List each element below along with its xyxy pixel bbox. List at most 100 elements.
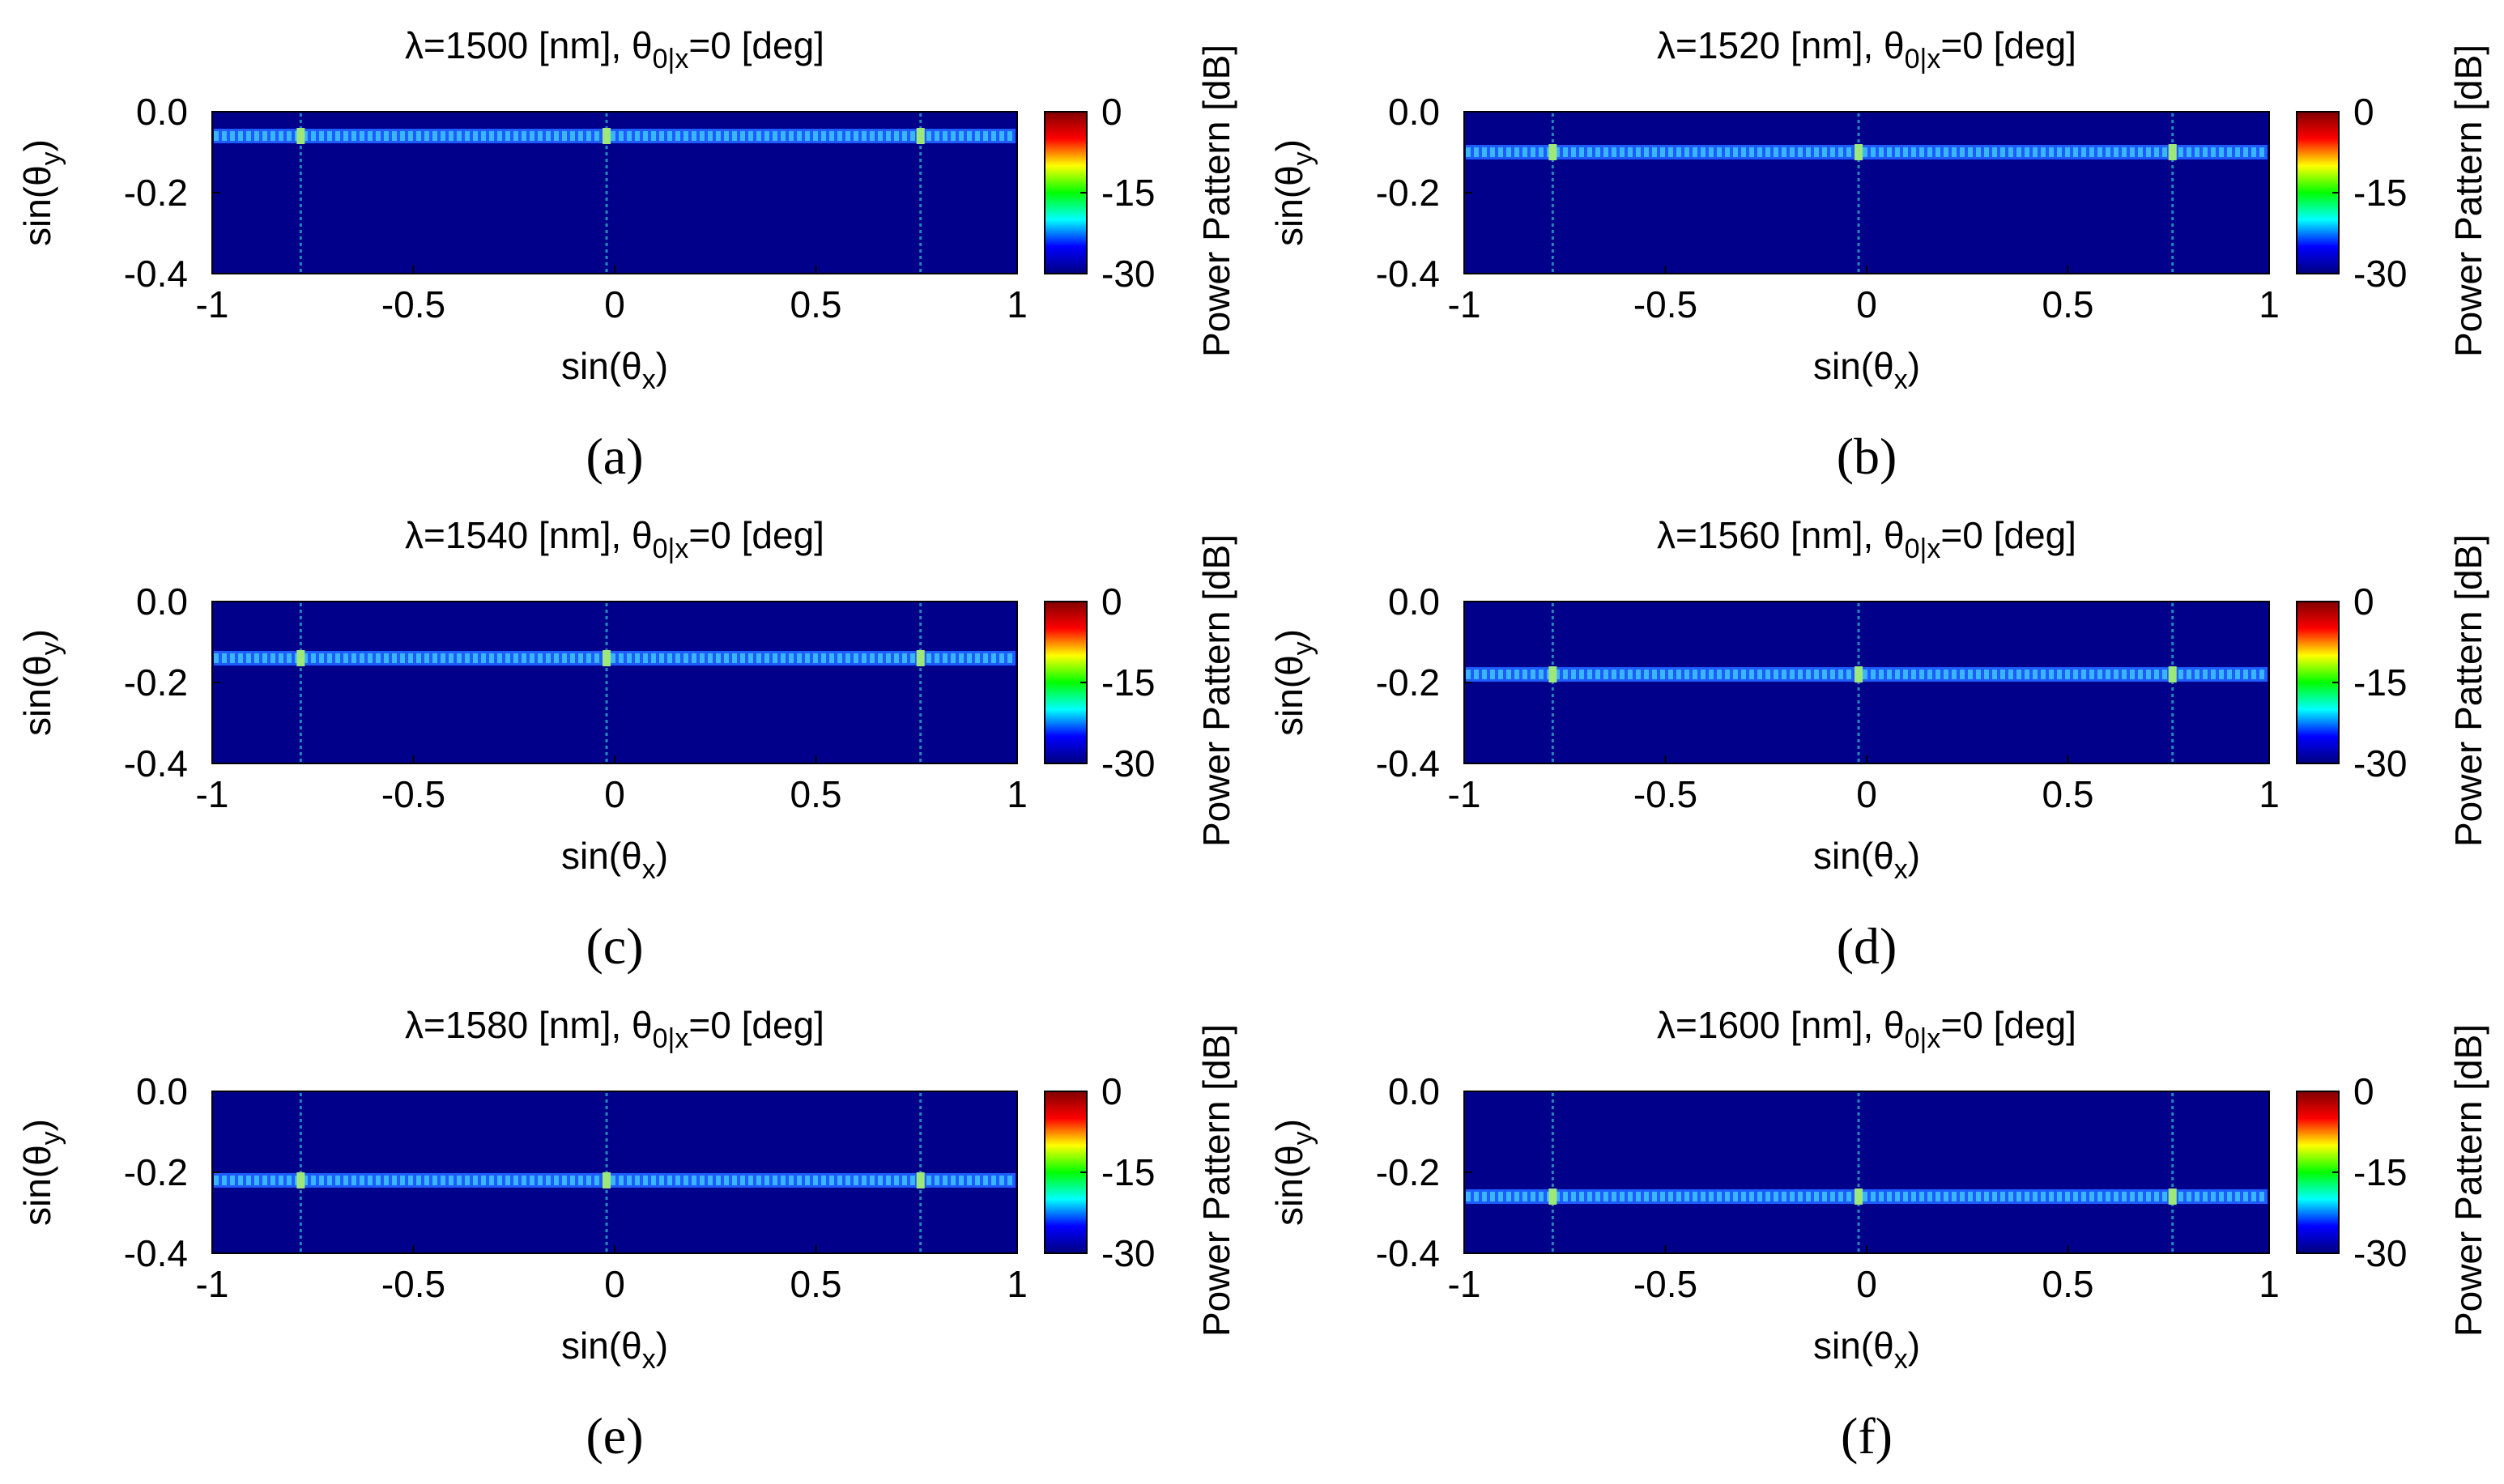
y-tick-label: -0.2: [124, 1151, 188, 1193]
grating-lobe-peak: [2168, 666, 2177, 682]
y-axis-label-close: ): [16, 139, 58, 151]
x-axis-label-subscript: x: [1894, 364, 1908, 395]
x-axis-label-close: ): [1908, 835, 1920, 877]
y-tick-label: 0.0: [136, 1070, 188, 1112]
x-axis-label-close: ): [1908, 1325, 1920, 1367]
x-tick-label: 1: [1007, 1263, 1028, 1305]
x-axis-label: sin(θx): [561, 1325, 668, 1375]
panel-b: λ=1520 [nm], θ0|x=0 [deg] -1 -0.5 0 0.5 1 0.0 -…: [1252, 0, 2504, 486]
panel-a: λ=1500 [nm], θ0|x=0 [deg] -1 -0.5 0 0.5 1 0.0 -…: [0, 0, 1252, 486]
x-tick-label: -0.5: [1633, 283, 1697, 325]
x-tick-label: 1: [2259, 773, 2280, 815]
y-tick-label: -0.2: [1376, 661, 1440, 704]
x-tick-label: 1: [2259, 1263, 2280, 1305]
y-axis-label: sin(θy): [1268, 1119, 1318, 1226]
colorbar: [1044, 1091, 1088, 1254]
x-axis-label-main: sin(θ: [561, 345, 642, 387]
x-axis-label-close: ): [1908, 345, 1920, 387]
x-tick-label: -1: [196, 773, 229, 815]
y-axis-label-close: ): [16, 629, 58, 641]
y-axis-label-close: ): [16, 1119, 58, 1131]
chart-title-main: λ=1500 [nm], θ: [405, 24, 653, 66]
subfigure-label: (d): [1837, 917, 1897, 975]
grating-lobe-peak: [603, 650, 611, 666]
grating-lobe-peak: [1855, 144, 1863, 160]
chart-title-suffix: =0 [deg]: [1940, 514, 2076, 556]
chart-a: λ=1500 [nm], θ0|x=0 [deg] -1 -0.5 0 0.5 1 0.0 -…: [16, 24, 1237, 485]
x-tick-label: -0.5: [381, 1263, 445, 1305]
y-axis-label-main: sin(θ: [16, 1145, 58, 1226]
colorbar-tick-label: 0: [1101, 580, 1122, 623]
y-axis-label-group: sin(θy): [16, 139, 66, 246]
y-tick-label: 0.0: [136, 91, 188, 133]
y-tick-label: -0.4: [124, 742, 188, 785]
colorbar-tick-label: -15: [1101, 1151, 1155, 1193]
y-axis-label-group: sin(θy): [1268, 629, 1318, 736]
x-tick-label: -0.5: [1633, 773, 1697, 815]
y-tick-label: 0.0: [1388, 91, 1440, 133]
chart-title: λ=1520 [nm], θ0|x=0 [deg]: [1657, 24, 2076, 74]
colorbar: [1044, 601, 1088, 764]
panel-f: λ=1600 [nm], θ0|x=0 [deg] -1 -0.5 0 0.5 1 0.0 -…: [1252, 980, 2504, 1465]
chart-title-subscript: 0|x: [653, 44, 689, 74]
x-tick-label: 0: [1856, 1263, 1877, 1305]
x-axis-label-main: sin(θ: [1813, 345, 1894, 387]
x-axis-label-close: ): [656, 835, 668, 877]
x-tick-label: -1: [1448, 1263, 1481, 1305]
y-axis-label-subscript: y: [36, 151, 66, 165]
x-axis-label-subscript: x: [642, 1344, 656, 1375]
grating-lobe-peak: [1855, 1188, 1863, 1205]
y-tick-label: 0.0: [136, 580, 188, 623]
x-tick-label: 0: [604, 1263, 625, 1305]
grating-lobe-peak: [1855, 666, 1863, 682]
x-axis-label-subscript: x: [642, 854, 656, 885]
x-axis-label-main: sin(θ: [1813, 1325, 1894, 1367]
y-axis-label: sin(θy): [1268, 629, 1318, 736]
panel-c: λ=1540 [nm], θ0|x=0 [deg] -1 -0.5 0 0.5 1 0.0 -…: [0, 490, 1252, 976]
x-axis-label-subscript: x: [1894, 854, 1908, 885]
chart-title: λ=1580 [nm], θ0|x=0 [deg]: [405, 1004, 824, 1054]
chart-title-main: λ=1540 [nm], θ: [405, 514, 653, 556]
x-tick-label: 0: [1856, 773, 1877, 815]
colorbar-tick-label: -15: [2353, 1151, 2407, 1193]
colorbar-label: Power Pattern [dB]: [2447, 1024, 2489, 1337]
y-axis-label-main: sin(θ: [1268, 1145, 1310, 1226]
y-axis-label-close: ): [1268, 139, 1310, 151]
grating-lobe-peak: [296, 1172, 305, 1188]
y-tick-label: -0.4: [1376, 1232, 1440, 1274]
grating-lobe-peak: [916, 1172, 925, 1188]
chart-title-subscript: 0|x: [653, 1023, 689, 1054]
chart-f: λ=1600 [nm], θ0|x=0 [deg] -1 -0.5 0 0.5 1 0.0 -…: [1268, 1004, 2489, 1465]
y-axis-label-group: sin(θy): [1268, 139, 1318, 246]
chart-e: λ=1580 [nm], θ0|x=0 [deg] -1 -0.5 0 0.5 1 0.0 -…: [16, 1004, 1237, 1465]
colorbar: [2296, 111, 2340, 274]
x-tick-label: 0.5: [790, 1263, 842, 1305]
grating-lobe-peak: [296, 650, 305, 666]
colorbar-tick-label: 0: [2353, 1070, 2374, 1112]
y-axis-label-group: sin(θy): [16, 629, 66, 736]
grating-lobe-peak: [296, 128, 305, 144]
colorbar-tick-label: 0: [1101, 91, 1122, 133]
x-tick-label: 0.5: [790, 283, 842, 325]
chart-d: λ=1560 [nm], θ0|x=0 [deg] -1 -0.5 0 0.5 1 0.0 -…: [1268, 514, 2489, 975]
grating-lobe-peak: [916, 650, 925, 666]
subfigure-label: (e): [586, 1407, 643, 1465]
colorbar-tick-label: -15: [1101, 661, 1155, 704]
chart-title-suffix: =0 [deg]: [1940, 1004, 2076, 1046]
chart-title-main: λ=1580 [nm], θ: [405, 1004, 653, 1046]
chart-title: λ=1500 [nm], θ0|x=0 [deg]: [405, 24, 824, 74]
grating-lobe-peak: [2168, 1188, 2177, 1205]
colorbar-label: Power Pattern [dB]: [1195, 534, 1237, 847]
chart-title-suffix: =0 [deg]: [688, 1004, 824, 1046]
x-axis-label: sin(θx): [561, 835, 668, 885]
colorbar-tick-label: 0: [2353, 580, 2374, 623]
x-tick-label: 0.5: [2042, 1263, 2094, 1305]
x-tick-label: 0: [604, 283, 625, 325]
x-tick-label: 0: [604, 773, 625, 815]
y-axis-label-main: sin(θ: [1268, 165, 1310, 246]
y-axis-label: sin(θy): [16, 629, 66, 736]
x-tick-label: 0.5: [790, 773, 842, 815]
subfigure-label: (b): [1837, 427, 1897, 485]
y-axis-label-subscript: y: [1288, 641, 1318, 655]
chart-title-suffix: =0 [deg]: [688, 24, 824, 66]
